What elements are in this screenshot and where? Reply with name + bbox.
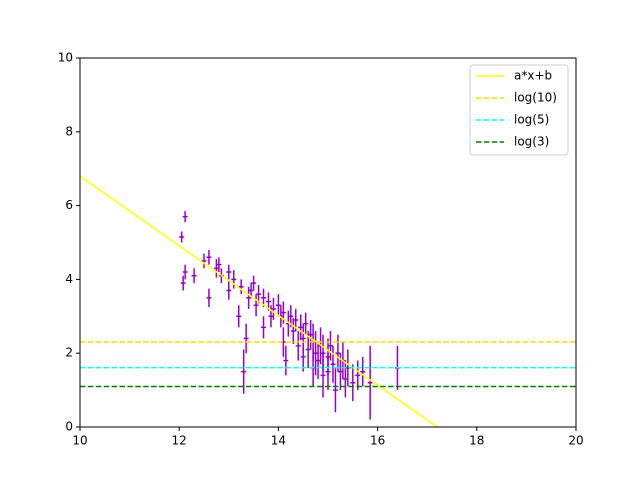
x-tick-label: 14 <box>271 434 286 448</box>
x-tick-label: 20 <box>568 434 583 448</box>
legend: a*x+b log(10) log(5) log(3) <box>469 64 569 156</box>
x-tick-label: 10 <box>72 434 87 448</box>
lines <box>80 175 576 427</box>
x-tick-label: 12 <box>172 434 187 448</box>
y-tick-label: 6 <box>65 198 73 212</box>
axes-frame <box>79 57 577 428</box>
line-series <box>80 175 438 427</box>
x-tick-label: 16 <box>370 434 385 448</box>
y-tick-label: 10 <box>58 51 73 65</box>
y-tick-label: 2 <box>65 346 73 360</box>
legend-label: log(3) <box>514 135 549 149</box>
legend-label: log(10) <box>514 91 557 105</box>
points <box>179 211 400 420</box>
y-tick-label: 0 <box>65 420 73 434</box>
legend-label: log(5) <box>514 113 549 127</box>
legend-label: a*x+b <box>514 69 552 83</box>
legend-box <box>469 64 569 156</box>
x-tick-label: 18 <box>469 434 484 448</box>
y-tick-label: 4 <box>65 272 73 286</box>
y-tick-label: 8 <box>65 124 73 138</box>
